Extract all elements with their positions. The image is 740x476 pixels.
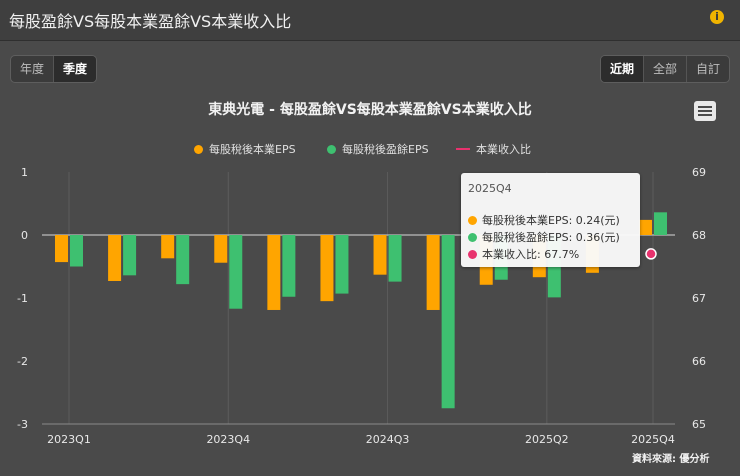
tooltip-text-eps: 每股稅後盈餘EPS: 0.36(元)	[482, 231, 620, 244]
data-source-note: 資料來源: 優分析	[632, 454, 710, 465]
y-right-tick-label: 67	[692, 292, 706, 305]
bar-core-eps	[426, 235, 440, 310]
legend-label-core-eps: 每股稅後本業EPS	[209, 143, 296, 156]
chart-legend: 每股稅後本業EPS 每股稅後盈餘EPS 本業收入比	[0, 141, 740, 159]
bar-core-eps	[214, 235, 228, 263]
bar-core-eps	[108, 235, 122, 281]
period-toggle: 年度 季度	[10, 55, 98, 83]
tooltip-row-ratio: 本業收入比: 67.7%	[468, 246, 579, 262]
range-toggle: 近期 全部 自訂	[600, 55, 731, 83]
bar-core-eps	[373, 235, 387, 275]
tooltip-marker-ratio	[468, 249, 477, 259]
x-tick-label: 2025Q4	[631, 433, 675, 446]
y-left-tick-label: -3	[17, 418, 28, 431]
bar-eps	[335, 235, 349, 294]
info-icon[interactable]: i	[710, 10, 724, 24]
y-left-tick-label: 1	[21, 166, 28, 179]
legend-label-eps: 每股稅後盈餘EPS	[342, 143, 429, 156]
legend-marker-eps	[327, 144, 336, 154]
y-right-tick-label: 66	[692, 355, 706, 368]
y-right-tick-label: 65	[692, 418, 706, 431]
tooltip-text-core-eps: 每股稅後本業EPS: 0.24(元)	[482, 214, 620, 227]
period-quarterly-button[interactable]: 季度	[54, 56, 97, 82]
bar-core-eps	[320, 235, 334, 302]
x-tick-label: 2024Q3	[366, 433, 410, 446]
tooltip-marker-eps	[468, 232, 477, 242]
tooltip-text-ratio: 本業收入比: 67.7%	[482, 248, 580, 261]
bar-core-eps	[55, 235, 68, 263]
page-title: 每股盈餘VS每股本業盈餘VS本業收入比	[9, 12, 292, 31]
bar-core-eps	[267, 235, 281, 310]
legend-item-ratio[interactable]: 本業收入比	[456, 141, 531, 157]
period-annual-button[interactable]: 年度	[11, 56, 55, 82]
bar-core-eps	[161, 235, 175, 259]
tooltip-row-eps: 每股稅後盈餘EPS: 0.36(元)	[468, 229, 620, 245]
y-left-tick-label: -2	[17, 355, 28, 368]
bar-eps	[229, 235, 243, 309]
range-recent-button[interactable]: 近期	[601, 56, 645, 82]
x-tick-label: 2023Q4	[206, 433, 250, 446]
x-tick-label: 2025Q2	[525, 433, 569, 446]
header-bar: 每股盈餘VS每股本業盈餘VS本業收入比 i	[0, 0, 740, 41]
range-all-button[interactable]: 全部	[644, 56, 688, 82]
y-right-tick-label: 68	[692, 229, 706, 242]
y-right-tick-label: 69	[692, 166, 706, 179]
legend-marker-ratio	[456, 148, 470, 150]
x-tick-label: 2023Q1	[47, 433, 91, 446]
tooltip-row-core-eps: 每股稅後本業EPS: 0.24(元)	[468, 212, 620, 228]
bar-eps	[70, 235, 83, 267]
legend-item-eps[interactable]: 每股稅後盈餘EPS	[327, 141, 429, 157]
legend-item-core-eps[interactable]: 每股稅後本業EPS	[194, 141, 296, 157]
bar-eps	[176, 235, 190, 285]
y-left-tick-label: 0	[21, 229, 28, 242]
bar-eps	[388, 235, 402, 282]
bar-eps	[441, 235, 455, 409]
chart-title: 東典光電 - 每股盈餘VS每股本業盈餘VS本業收入比	[208, 102, 532, 118]
legend-label-ratio: 本業收入比	[476, 143, 531, 156]
y-left-tick-label: -1	[17, 292, 28, 305]
tooltip-marker-core-eps	[468, 215, 477, 225]
range-custom-button[interactable]: 自訂	[696, 62, 721, 76]
bar-core-eps	[639, 219, 652, 235]
bar-eps	[123, 235, 137, 276]
hamburger-menu-icon[interactable]	[694, 101, 716, 121]
chart-tooltip: 2025Q4 每股稅後本業EPS: 0.24(元) 每股稅後盈餘EPS: 0.3…	[461, 173, 640, 267]
legend-marker-core-eps	[194, 144, 203, 154]
ratio-point	[645, 248, 657, 260]
tooltip-title: 2025Q4	[468, 182, 512, 195]
bar-eps	[282, 235, 296, 297]
bar-eps	[654, 212, 667, 235]
